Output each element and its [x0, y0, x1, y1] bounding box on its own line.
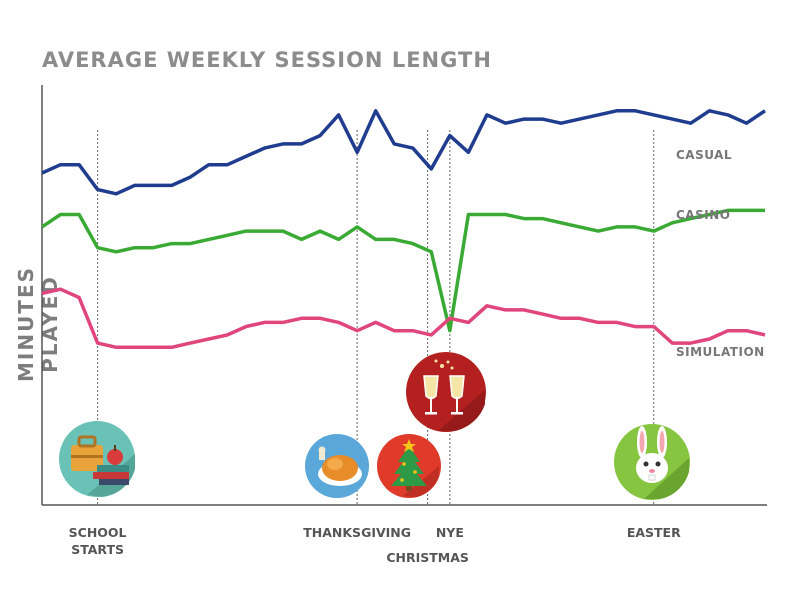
- event-labels: SCHOOL STARTS THANKSGIVING CHRISTMAS NYE EAST…: [69, 525, 681, 565]
- event-label: NYE: [436, 525, 464, 540]
- event-label: SCHOOL: [69, 525, 127, 540]
- series-line-casual: [41, 109, 766, 196]
- champagne-icon: [406, 352, 486, 432]
- series-label-simulation: SIMULATION: [676, 345, 765, 359]
- event-label: EASTER: [627, 525, 681, 540]
- school-bag-icon: [59, 421, 135, 497]
- series-lines: [41, 109, 766, 350]
- series-label-casual: CASUAL: [676, 148, 732, 162]
- axes: [41, 85, 767, 506]
- turkey-icon: [305, 434, 369, 498]
- series-line-casino: [41, 208, 765, 333]
- event-icons: [59, 352, 690, 500]
- bunny-icon: [614, 424, 690, 500]
- series-labels: CASUAL CASINO SIMULATION: [676, 148, 765, 359]
- series-label-casino: CASINO: [676, 208, 730, 222]
- christmas-tree-icon: [377, 434, 441, 498]
- series-line-simulation: [41, 287, 766, 350]
- event-label: THANKSGIVING: [303, 525, 411, 540]
- chart-title: AVERAGE WEEKLY SESSION LENGTH: [42, 48, 492, 72]
- event-label: CHRISTMAS: [386, 550, 469, 565]
- event-label: STARTS: [71, 542, 124, 557]
